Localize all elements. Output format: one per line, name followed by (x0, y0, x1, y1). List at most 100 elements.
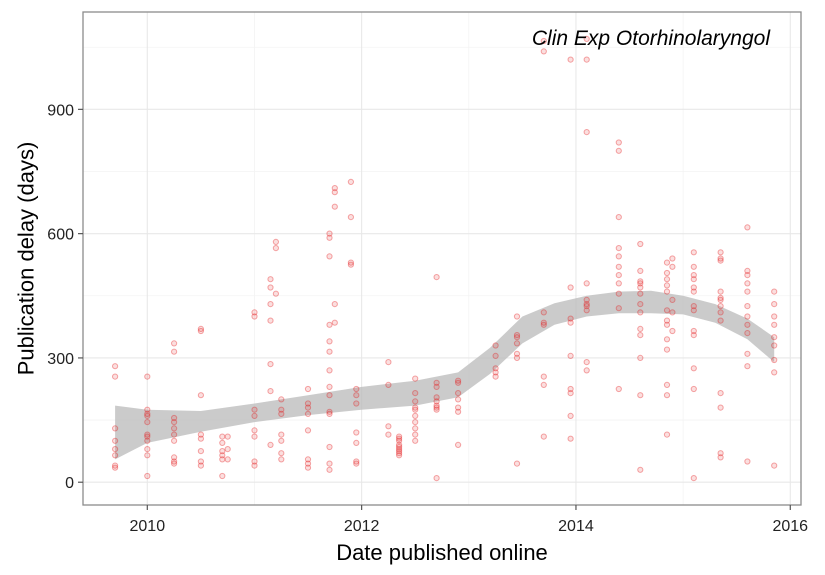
data-point (171, 454, 178, 461)
data-point (690, 475, 697, 482)
data-point (197, 327, 204, 335)
data-point (353, 392, 360, 399)
data-point (637, 301, 644, 308)
data-point (347, 178, 354, 185)
data-point (717, 249, 724, 256)
data-point (663, 392, 671, 399)
data-point (219, 433, 226, 440)
data-point (144, 410, 151, 417)
data-point (171, 458, 178, 465)
data-point (744, 224, 751, 231)
data-point (637, 309, 644, 316)
data-point (513, 460, 521, 467)
x-tick-label: 2014 (558, 518, 594, 535)
data-point (583, 280, 590, 287)
data-point (637, 325, 644, 332)
data-point (267, 284, 274, 291)
data-point (267, 317, 274, 324)
data-point (690, 327, 697, 335)
data-point (690, 288, 697, 295)
data-point (744, 350, 751, 357)
data-point (396, 448, 403, 455)
data-point (267, 361, 274, 368)
data-point (744, 272, 751, 279)
data-point (492, 342, 499, 349)
y-tick-label: 600 (47, 227, 74, 244)
data-point (690, 263, 697, 270)
data-point (331, 301, 338, 308)
data-point (669, 296, 676, 303)
data-point (347, 261, 354, 268)
data-point (412, 419, 419, 426)
data-point (637, 280, 644, 287)
data-point (144, 373, 151, 380)
data-point (540, 373, 547, 380)
data-point (347, 214, 354, 221)
data-point (219, 472, 226, 480)
data-point (492, 365, 499, 372)
data-point (717, 294, 724, 301)
data-point (251, 433, 258, 440)
data-point (663, 346, 671, 353)
x-tick-label: 2016 (772, 518, 808, 535)
data-point (717, 255, 724, 262)
data-point (663, 276, 671, 283)
confidence-band-area (115, 290, 775, 460)
data-point (278, 431, 285, 438)
data-point (326, 392, 333, 399)
data-point (251, 462, 258, 469)
data-point (744, 363, 751, 370)
data-point (219, 452, 226, 459)
data-point (433, 475, 440, 482)
data-point (412, 437, 419, 444)
data-point (663, 431, 671, 438)
data-point (717, 296, 724, 303)
data-point (353, 458, 360, 465)
data-point (224, 456, 231, 463)
data-point (615, 214, 622, 221)
y-tick-label: 0 (65, 475, 74, 492)
data-point (663, 307, 671, 314)
data-point (744, 313, 751, 320)
data-point (567, 435, 574, 442)
data-point (326, 408, 333, 415)
data-point (771, 321, 778, 328)
data-point (744, 303, 751, 310)
data-point (278, 437, 285, 444)
data-point (637, 267, 644, 274)
data-point (171, 414, 178, 422)
data-point (663, 269, 671, 277)
data-point (771, 462, 778, 469)
data-point (385, 431, 392, 438)
data-point (197, 392, 204, 399)
data-point (412, 375, 419, 382)
data-point (197, 431, 204, 438)
data-point (455, 379, 462, 386)
data-point (455, 408, 462, 415)
data-point (455, 377, 462, 384)
data-point (690, 332, 697, 339)
data-point (326, 466, 333, 473)
data-point (615, 385, 622, 393)
data-point (112, 425, 119, 432)
data-point (669, 255, 676, 262)
data-point (583, 307, 590, 314)
data-point (144, 433, 151, 440)
data-point (304, 410, 312, 417)
data-point (412, 404, 419, 411)
data-point (326, 253, 333, 260)
data-point (637, 466, 644, 473)
data-point (278, 410, 285, 417)
axis-ticks (78, 108, 791, 510)
data-point (637, 240, 644, 248)
data-point (396, 450, 403, 457)
data-point (224, 433, 231, 440)
data-point (690, 365, 697, 372)
data-point (771, 313, 778, 320)
data-point (267, 441, 274, 448)
data-point (540, 319, 547, 326)
data-point (197, 458, 204, 465)
data-point (112, 464, 119, 471)
